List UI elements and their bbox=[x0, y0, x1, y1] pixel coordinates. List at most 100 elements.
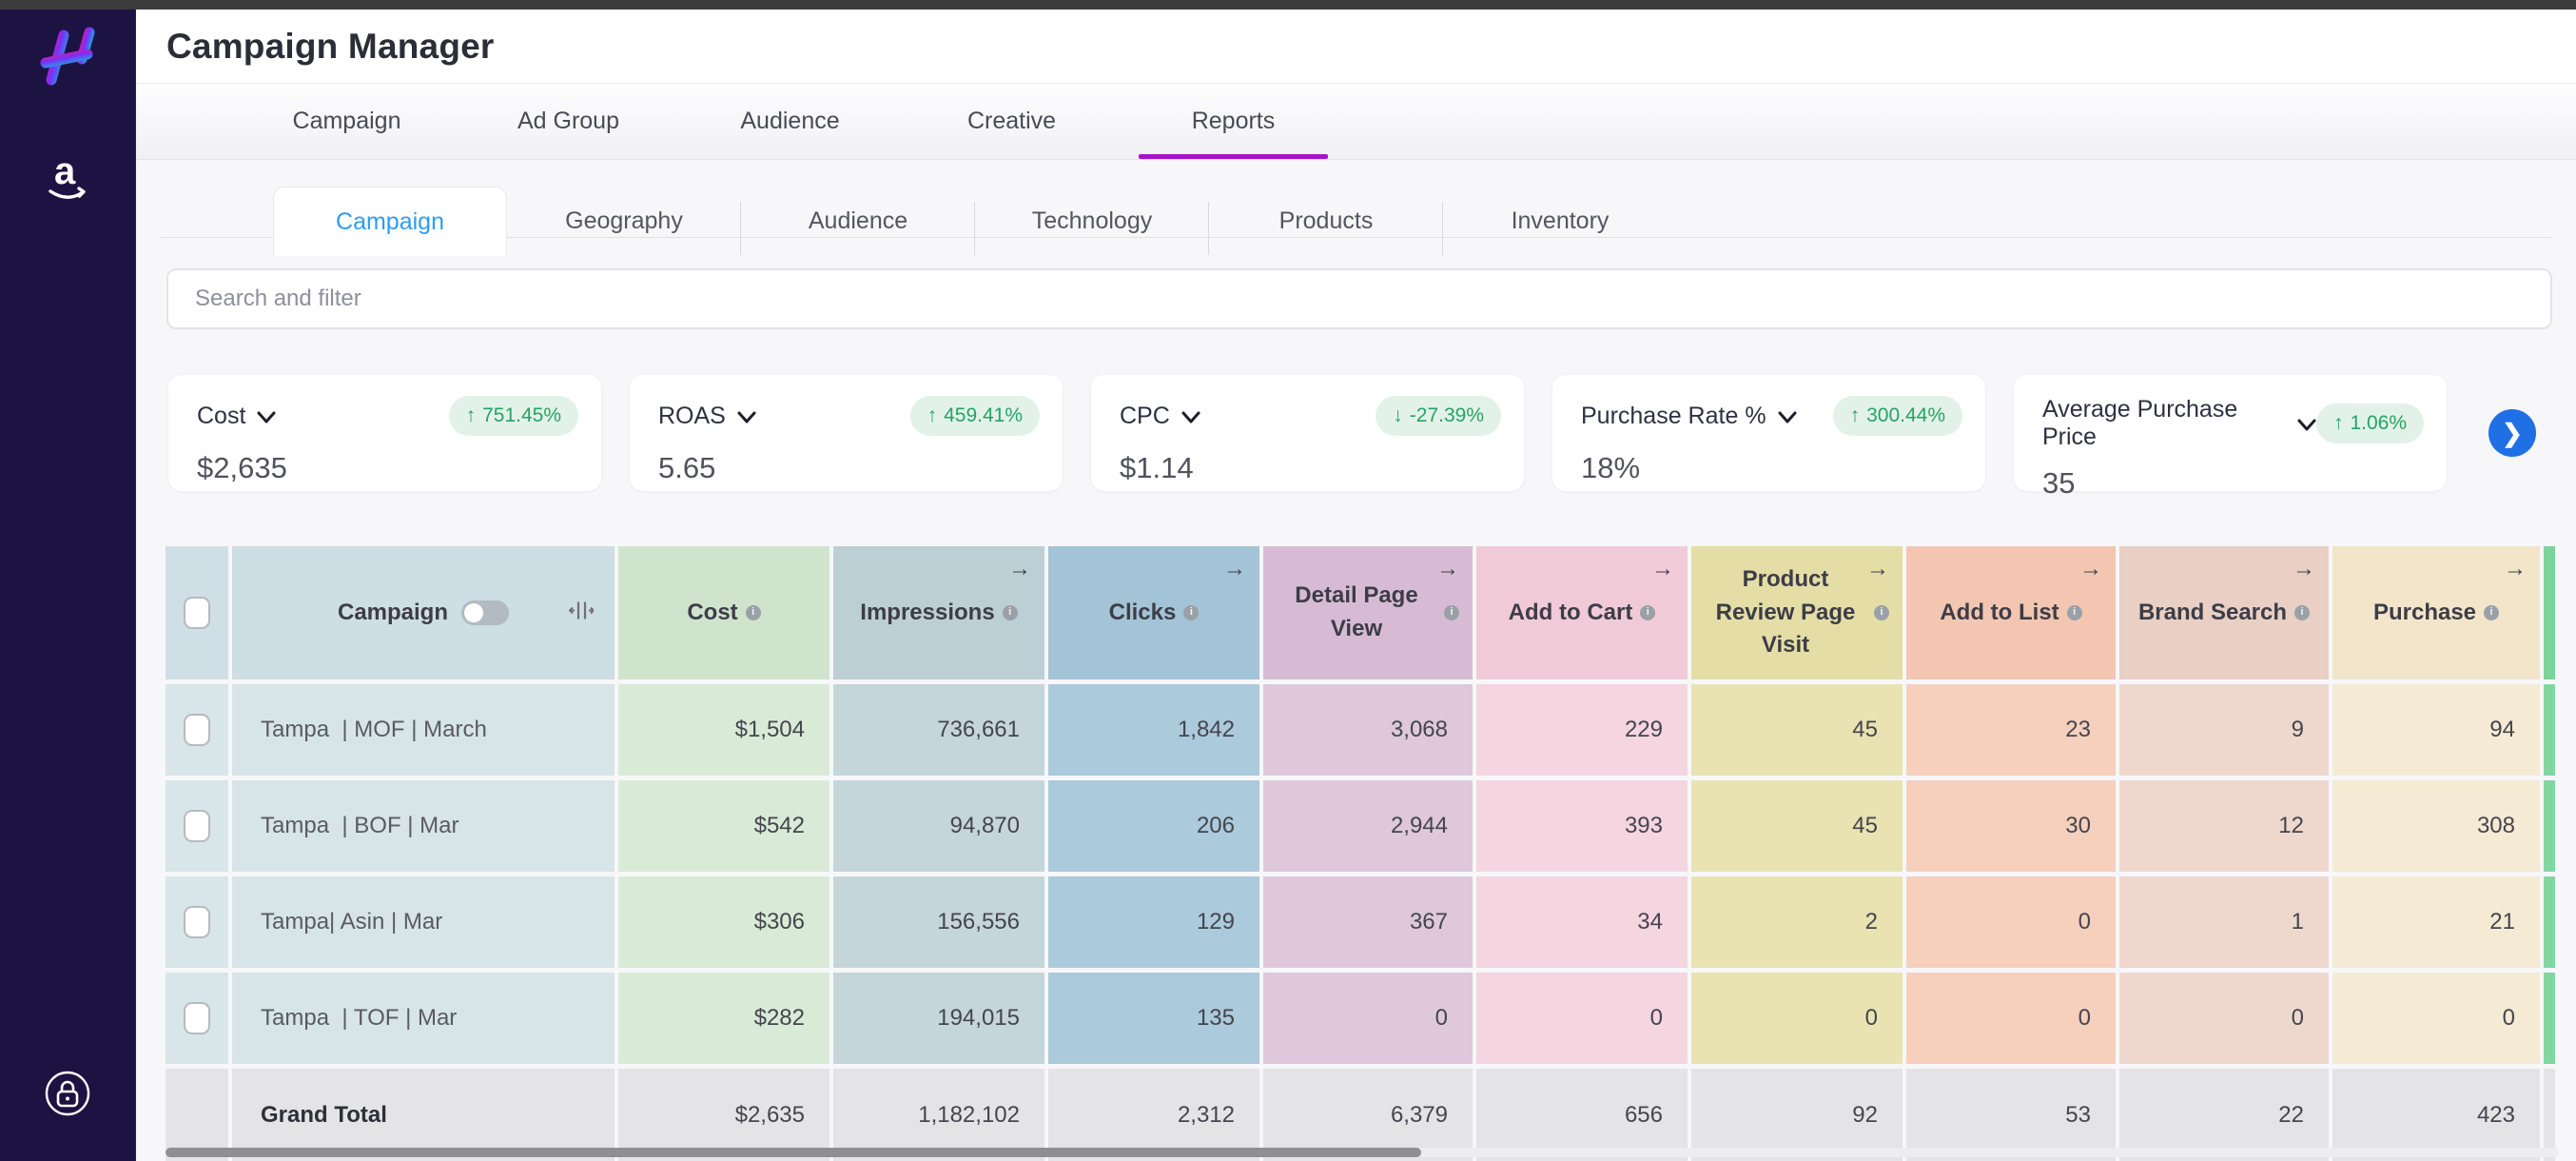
cell-value: 94,870 bbox=[949, 813, 1020, 838]
grand-total-add_to_list: 53 bbox=[1906, 1069, 2116, 1161]
tab-campaign[interactable]: Campaign bbox=[292, 108, 401, 134]
search-input[interactable] bbox=[166, 268, 2552, 329]
row-checkbox[interactable] bbox=[184, 1002, 210, 1034]
column-resize-icon[interactable] bbox=[568, 599, 595, 628]
report-tab-divider bbox=[974, 202, 975, 255]
cell-add_to_cart: 393 bbox=[1476, 780, 1688, 872]
report-tab-inventory[interactable]: Inventory bbox=[1511, 207, 1610, 234]
tab-ad-group[interactable]: Ad Group bbox=[517, 108, 619, 134]
cell-add_to_cart: 0 bbox=[1476, 973, 1688, 1064]
report-tab-divider bbox=[1442, 202, 1443, 255]
column-header-brand_search[interactable]: → Brand Search i bbox=[2119, 546, 2329, 679]
column-header-cost[interactable]: Cost i bbox=[618, 546, 829, 679]
move-column-arrow-icon[interactable]: → bbox=[1008, 556, 1031, 581]
tab-reports[interactable]: Reports bbox=[1122, 84, 1344, 159]
cell-detail_page_view: 0 bbox=[1263, 973, 1473, 1064]
move-column-arrow-icon[interactable]: → bbox=[2504, 556, 2527, 581]
cell-value: $542 bbox=[753, 813, 805, 838]
info-icon[interactable]: i bbox=[1444, 605, 1459, 620]
grand-total-purchase: 423 bbox=[2332, 1069, 2540, 1161]
amazon-icon[interactable]: a bbox=[37, 148, 98, 213]
cell-value: 2 bbox=[1864, 909, 1878, 935]
brand-h-logo-icon[interactable] bbox=[32, 23, 103, 98]
column-label: Clicks i bbox=[1048, 546, 1259, 679]
report-tab-products[interactable]: Products bbox=[1209, 187, 1443, 255]
info-icon[interactable]: i bbox=[1002, 605, 1018, 620]
kpi-metric-selector[interactable]: ROAS bbox=[658, 403, 756, 430]
kpi-metric-selector[interactable]: CPC bbox=[1120, 403, 1200, 430]
info-icon[interactable]: i bbox=[1640, 605, 1656, 620]
horizontal-scrollbar-thumb[interactable] bbox=[166, 1148, 1421, 1157]
campaign-name[interactable]: Tampa| Asin | Mar bbox=[261, 909, 443, 935]
toggle-knob bbox=[464, 603, 483, 622]
info-icon[interactable]: i bbox=[2066, 605, 2082, 620]
row-checkbox[interactable] bbox=[184, 810, 210, 842]
campaign-name[interactable]: Tampa | MOF | March bbox=[261, 717, 487, 742]
info-icon[interactable]: i bbox=[2294, 605, 2311, 620]
kpi-value: 18% bbox=[1581, 451, 1641, 484]
table-row: Tampa | BOF | Mar $542 94,870 206 2,944 393 45… bbox=[166, 780, 2563, 872]
campaign-name[interactable]: Tampa | TOF | Mar bbox=[261, 1005, 458, 1031]
lock-icon[interactable] bbox=[43, 1069, 92, 1123]
move-column-arrow-icon[interactable]: → bbox=[1651, 556, 1674, 581]
table-header-row: Campaign Cost i → Impressions i → Clicks i → Detai… bbox=[166, 546, 2563, 679]
column-header-campaign[interactable]: Campaign bbox=[232, 546, 615, 679]
cell-add_to_list: 0 bbox=[1906, 876, 2116, 968]
grand-total-value: 656 bbox=[1624, 1101, 1663, 1128]
cell-value: $306 bbox=[753, 909, 805, 935]
cell-purchase: 94 bbox=[2332, 684, 2540, 776]
main-tab-bar: Campaign Ad Group Audience Creative Reports bbox=[136, 84, 2576, 160]
page-header: Campaign Manager bbox=[136, 10, 2576, 84]
info-icon[interactable]: i bbox=[1183, 605, 1200, 620]
next-column-edge bbox=[2544, 876, 2555, 968]
kpi-metric-selector[interactable]: Average Purchase Price bbox=[2042, 396, 2316, 451]
column-header-clicks[interactable]: → Clicks i bbox=[1048, 546, 1259, 679]
grand-total-checkbox-cell bbox=[166, 1069, 228, 1161]
cell-purchase: 21 bbox=[2332, 876, 2540, 968]
report-tab-audience[interactable]: Audience bbox=[741, 187, 975, 255]
cell-impressions: 94,870 bbox=[833, 780, 1044, 872]
cell-value: 21 bbox=[2489, 909, 2515, 935]
cell-value: 0 bbox=[1864, 1005, 1878, 1031]
column-header-add_to_cart[interactable]: → Add to Cart i bbox=[1476, 546, 1688, 679]
column-header-purchase[interactable]: → Purchase i bbox=[2332, 546, 2540, 679]
cell-add_to_list: 23 bbox=[1906, 684, 2116, 776]
horizontal-scrollbar[interactable] bbox=[166, 1148, 2559, 1157]
cell-impressions: 194,015 bbox=[833, 973, 1044, 1064]
column-header-detail_page_view[interactable]: → Detail Page View i bbox=[1263, 546, 1473, 679]
kpi-metric-selector[interactable]: Purchase Rate % bbox=[1581, 403, 1797, 430]
cell-value: 0 bbox=[2078, 909, 2091, 935]
move-column-arrow-icon[interactable]: → bbox=[2079, 556, 2102, 581]
column-label: Cost i bbox=[618, 546, 829, 679]
info-icon[interactable]: i bbox=[1874, 605, 1889, 620]
kpi-metric-selector[interactable]: Cost bbox=[197, 403, 276, 430]
move-column-arrow-icon[interactable]: → bbox=[2293, 556, 2315, 581]
cell-value: 0 bbox=[2291, 1005, 2304, 1031]
move-column-arrow-icon[interactable]: → bbox=[1866, 556, 1889, 581]
tab-audience[interactable]: Audience bbox=[740, 108, 840, 134]
report-tab-geography[interactable]: Geography bbox=[507, 187, 741, 255]
column-header-product_review_page_visit[interactable]: → Product Review Page Visit i bbox=[1691, 546, 1903, 679]
report-tab-campaign[interactable]: Campaign bbox=[273, 187, 507, 256]
row-checkbox[interactable] bbox=[184, 906, 210, 938]
table-row: Tampa | TOF | Mar $282 194,015 135 0 0 0 0 0 0 bbox=[166, 973, 2563, 1064]
grand-total-product_review_page_visit: 92 bbox=[1691, 1069, 1903, 1161]
move-column-arrow-icon[interactable]: → bbox=[1436, 556, 1459, 581]
report-tab-technology[interactable]: Technology bbox=[975, 187, 1209, 255]
search-bar bbox=[136, 268, 2576, 329]
column-header-add_to_list[interactable]: → Add to List i bbox=[1906, 546, 2116, 679]
grand-total-value: 423 bbox=[2476, 1101, 2515, 1128]
row-checkbox[interactable] bbox=[184, 714, 210, 746]
move-column-arrow-icon[interactable]: → bbox=[1223, 556, 1246, 581]
grand-total-value: 6,379 bbox=[1390, 1101, 1448, 1128]
kpi-carousel-next-button[interactable]: ❯ bbox=[2488, 409, 2536, 457]
grand-total-row: Grand Total $2,635 1,182,102 2,312 6,379 656 9… bbox=[166, 1069, 2563, 1161]
info-icon[interactable]: i bbox=[745, 605, 761, 620]
grand-total-add_to_cart: 656 bbox=[1476, 1069, 1688, 1161]
tab-creative[interactable]: Creative bbox=[966, 108, 1057, 134]
select-all-checkbox[interactable] bbox=[184, 597, 210, 629]
info-icon[interactable]: i bbox=[2484, 605, 2500, 620]
column-header-impressions[interactable]: → Impressions i bbox=[833, 546, 1044, 679]
campaign-toggle[interactable] bbox=[461, 600, 509, 625]
campaign-name[interactable]: Tampa | BOF | Mar bbox=[261, 813, 459, 838]
